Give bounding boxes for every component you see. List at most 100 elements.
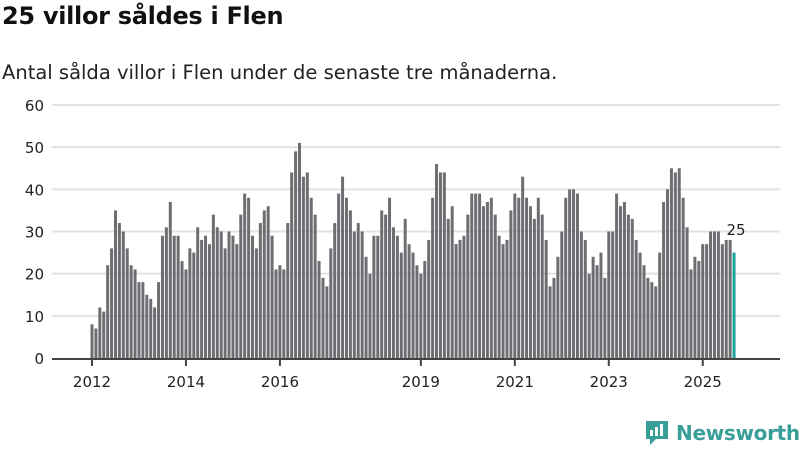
bar <box>121 231 125 358</box>
bar <box>117 223 121 358</box>
bar <box>650 282 654 358</box>
x-tick-label: 2014 <box>167 373 205 391</box>
bar <box>712 231 716 358</box>
bar <box>572 189 576 358</box>
bar <box>215 227 219 358</box>
last-value-label: 25 <box>727 221 746 239</box>
bar <box>376 235 380 358</box>
bar <box>235 244 239 358</box>
bar <box>474 193 478 358</box>
bar <box>411 252 415 358</box>
bar <box>231 235 235 358</box>
bar <box>113 210 117 358</box>
y-tick-label: 60 <box>25 97 44 115</box>
bar <box>274 269 278 358</box>
bar <box>172 235 176 358</box>
bar <box>239 214 243 358</box>
bar <box>493 214 497 358</box>
bar <box>716 231 720 358</box>
bar <box>560 231 564 358</box>
bar <box>110 248 114 358</box>
bar <box>341 176 345 358</box>
bar <box>149 298 153 358</box>
bar <box>517 197 521 358</box>
x-axis: 2012 2014 2016 2019 2021 2023 2025 <box>52 358 780 391</box>
bar <box>470 193 474 358</box>
bar <box>630 218 634 358</box>
bar <box>622 201 626 358</box>
bar <box>685 227 689 358</box>
bar <box>94 328 98 358</box>
bar <box>356 223 360 358</box>
bars <box>90 142 736 358</box>
y-axis-labels: 0 10 20 30 40 50 60 <box>25 97 44 368</box>
bar <box>258 223 262 358</box>
y-tick-label: 20 <box>25 266 44 284</box>
bar <box>333 223 337 358</box>
bar <box>669 168 673 358</box>
y-tick-label: 0 <box>34 350 44 368</box>
bar <box>98 307 102 358</box>
bar <box>427 239 431 358</box>
y-tick-label: 40 <box>25 181 44 199</box>
bar <box>227 231 231 358</box>
bar <box>673 172 677 358</box>
bar <box>254 248 258 358</box>
brand-name: Newsworthy <box>676 421 800 445</box>
y-tick-label: 30 <box>25 224 44 242</box>
bar <box>337 193 341 358</box>
x-tick-label: 2019 <box>402 373 440 391</box>
bar <box>705 244 709 358</box>
bar <box>399 252 403 358</box>
bar <box>654 286 658 358</box>
bar <box>505 239 509 358</box>
bar <box>701 244 705 358</box>
bar <box>290 172 294 358</box>
bar <box>388 197 392 358</box>
bar <box>548 286 552 358</box>
bar <box>329 248 333 358</box>
bar <box>262 210 266 358</box>
x-tick-label: 2012 <box>73 373 111 391</box>
bar <box>305 172 309 358</box>
bar <box>200 239 204 358</box>
bar <box>579 231 583 358</box>
bar <box>697 261 701 358</box>
bar <box>646 277 650 358</box>
bar <box>442 172 446 358</box>
bar <box>368 273 372 358</box>
bar <box>485 201 489 358</box>
bar <box>536 197 540 358</box>
bar <box>106 265 110 358</box>
bar <box>90 324 94 358</box>
bar <box>540 214 544 358</box>
bar <box>423 261 427 358</box>
bar <box>454 244 458 358</box>
bar <box>501 244 505 358</box>
bar <box>478 193 482 358</box>
bar <box>403 218 407 358</box>
bar <box>728 239 732 358</box>
bar <box>391 227 395 358</box>
bar <box>666 189 670 358</box>
bar <box>462 235 466 358</box>
bar <box>681 197 685 358</box>
bar <box>513 193 517 358</box>
bar <box>344 197 348 358</box>
bar <box>360 231 364 358</box>
bar <box>278 265 282 358</box>
newsworthy-logo-icon <box>646 421 668 445</box>
bar <box>450 206 454 358</box>
bar <box>482 206 485 358</box>
bar <box>317 261 321 358</box>
bar <box>301 176 305 358</box>
bar <box>458 239 462 358</box>
bar <box>591 256 595 358</box>
bar <box>204 235 208 358</box>
bar <box>693 256 697 358</box>
bar <box>157 282 161 358</box>
bar <box>677 168 681 358</box>
bar <box>325 286 329 358</box>
bar <box>384 214 388 358</box>
bar <box>407 244 411 358</box>
